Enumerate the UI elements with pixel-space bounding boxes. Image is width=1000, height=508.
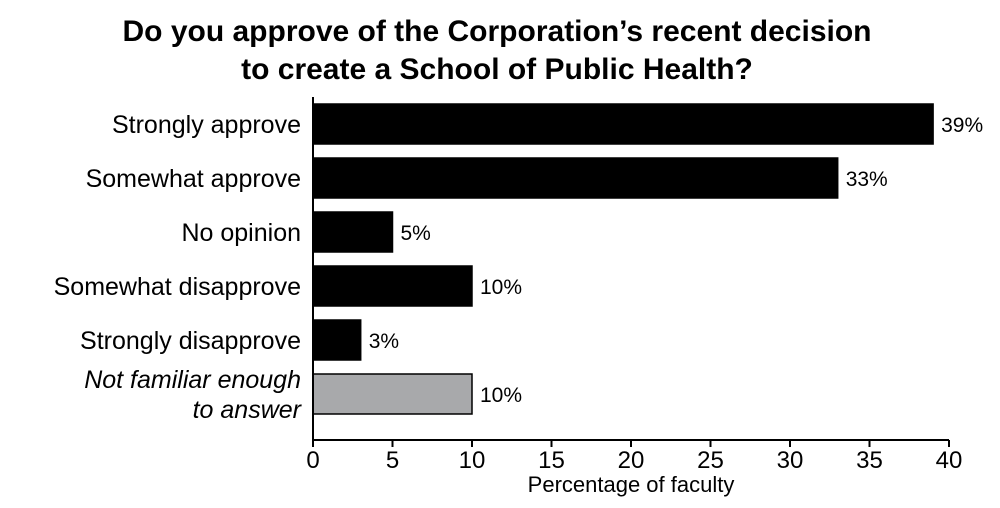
x-tick-label: 20 — [618, 447, 645, 474]
category-label: Not familiar enough — [84, 366, 301, 394]
bar-value-label: 39% — [941, 114, 983, 137]
bar-value-label: 3% — [369, 330, 399, 353]
category-label: to answer — [193, 396, 303, 424]
bar — [312, 373, 473, 415]
chart-title: Do you approve of the Corporation’s rece… — [123, 15, 872, 86]
category-labels: Strongly approve Somewhat approve No opini… — [54, 111, 303, 424]
bar-value-label: 5% — [401, 222, 431, 245]
chart-title-line: Do you approve of the Corporation’s rece… — [123, 15, 872, 48]
bar — [312, 265, 473, 307]
chart-title-line: to create a School of Public Health? — [241, 53, 753, 86]
bar-value-label: 10% — [480, 276, 522, 299]
category-label: Strongly disapprove — [80, 327, 301, 355]
bar — [312, 319, 362, 361]
x-tick-label: 5 — [386, 447, 399, 474]
bars — [312, 103, 934, 415]
value-labels: 39% 33% 5% 10% 3% 10% — [369, 114, 983, 407]
bar — [312, 103, 934, 145]
bar — [312, 211, 394, 253]
x-tick-label: 30 — [777, 447, 804, 474]
category-label: No opinion — [181, 219, 301, 247]
x-tick-label: 40 — [936, 447, 963, 474]
x-axis-label: Percentage of faculty — [528, 472, 735, 497]
x-tick-label: 35 — [856, 447, 883, 474]
x-tick-label: 10 — [459, 447, 486, 474]
x-tick-label: 15 — [538, 447, 565, 474]
x-tick-label: 25 — [697, 447, 724, 474]
bar — [312, 157, 839, 199]
category-label: Strongly approve — [112, 111, 301, 139]
x-tick-label: 0 — [306, 447, 319, 474]
bar-value-label: 10% — [480, 384, 522, 407]
bar-value-label: 33% — [846, 168, 888, 191]
category-label: Somewhat approve — [86, 165, 301, 193]
category-label: Somewhat disapprove — [54, 273, 301, 301]
x-axis-ticks: 0 5 10 15 20 25 30 35 40 — [306, 440, 962, 474]
